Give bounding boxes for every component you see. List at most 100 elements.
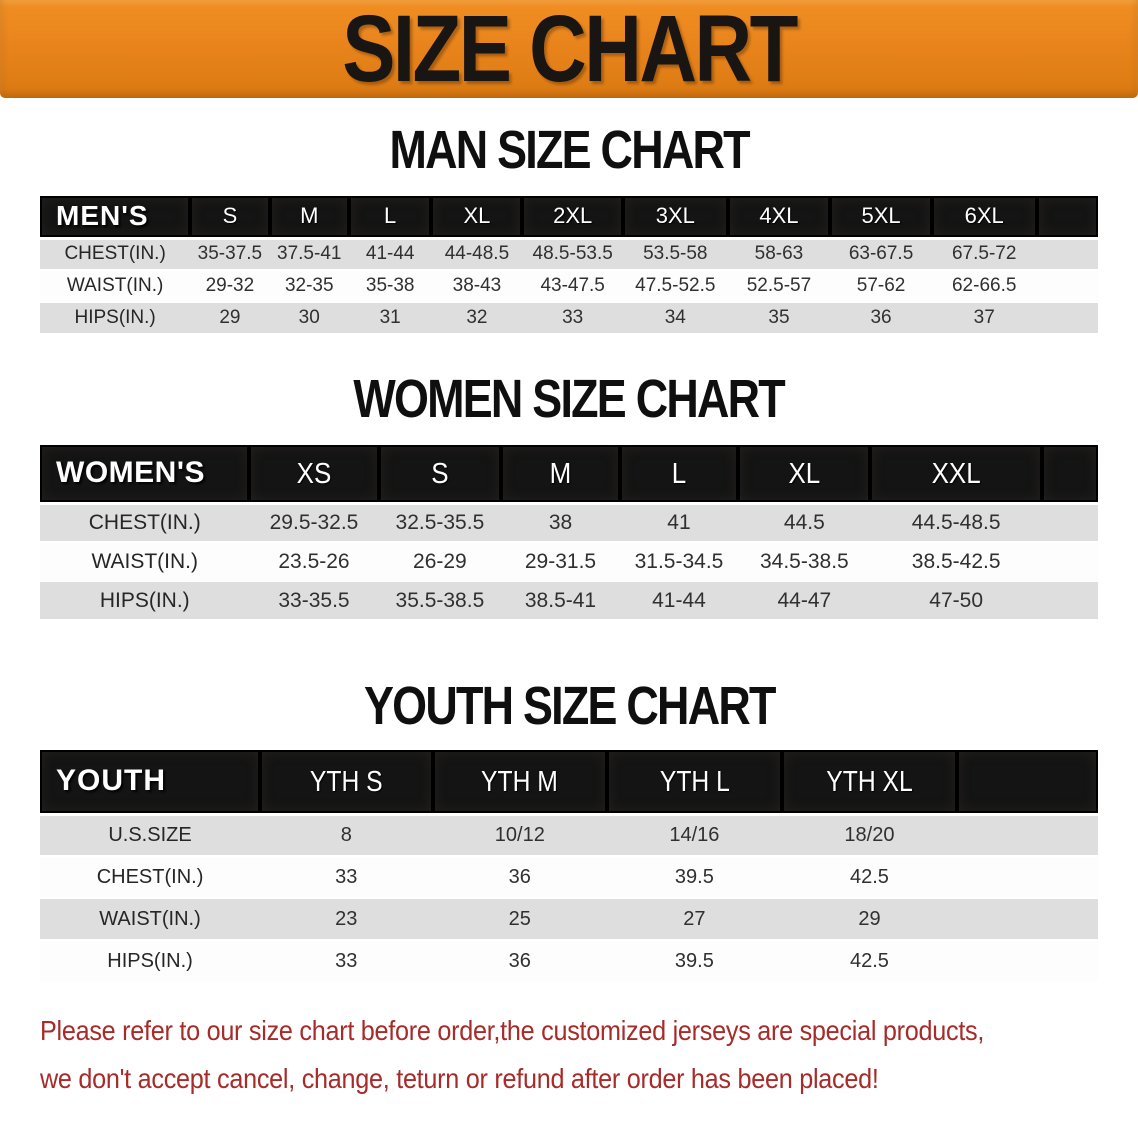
size-value-cell: 44.5 <box>738 503 871 543</box>
disclaimer-line-1: Please refer to our size chart before or… <box>40 1015 985 1046</box>
size-value-cell: 27 <box>607 898 782 941</box>
size-value-cell: 38 <box>501 503 620 543</box>
size-column-header: S <box>378 445 502 505</box>
size-value-cell: 44.5-48.5 <box>870 503 1042 543</box>
size-value-cell: 37 <box>931 302 1037 335</box>
filler-cell <box>1036 270 1098 303</box>
filler-cell <box>1036 302 1098 335</box>
size-column-header: YTH XL <box>781 750 958 816</box>
size-value-cell: 38.5-41 <box>501 581 620 621</box>
table-row: HIPS(IN.) 33-35.5 35.5-38.5 38.5-41 41-44 44-… <box>40 581 1098 621</box>
size-value-cell: 23.5-26 <box>249 542 379 582</box>
size-value-cell: 42.5 <box>781 856 958 899</box>
youth-heading-text: YOUTH SIZE CHART <box>363 674 776 736</box>
size-value-cell: 39.5 <box>607 940 782 983</box>
table-row: CHEST(IN.) 33 36 39.5 42.5 <box>40 856 1098 899</box>
size-column-header: M <box>269 196 349 240</box>
filler-cell <box>1036 196 1098 240</box>
women-heading-text: WOMEN SIZE CHART <box>353 367 786 429</box>
size-value-cell: 33 <box>260 856 433 899</box>
womens-size-table: WOMEN'S XS S M L XL XXL CHEST(IN.) 29.5-32.5 32.5… <box>40 445 1098 621</box>
size-value-cell: 14/16 <box>607 814 782 857</box>
size-value-cell: 32 <box>431 302 523 335</box>
youth-size-chart-heading: YOUTH SIZE CHART <box>0 675 1138 735</box>
table-group-label: MEN'S <box>40 196 191 240</box>
table-group-label: YOUTH <box>40 750 261 816</box>
size-value-cell: 63-67.5 <box>830 238 932 271</box>
size-value-cell: 8 <box>260 814 433 857</box>
size-value-cell: 36 <box>830 302 932 335</box>
size-value-cell: 25 <box>432 898 608 941</box>
filler-cell <box>1041 581 1098 621</box>
size-value-cell: 48.5-53.5 <box>522 238 623 271</box>
measurement-label: CHEST(IN.) <box>40 856 261 899</box>
size-value-cell: 37.5-41 <box>269 238 349 271</box>
table-group-label: WOMEN'S <box>40 445 250 505</box>
size-column-header: XXL <box>870 445 1042 505</box>
men-heading-text: MAN SIZE CHART <box>389 118 750 180</box>
size-value-cell: 31 <box>348 302 432 335</box>
filler-cell <box>957 940 1098 983</box>
disclaimer-line-2: we don't accept cancel, change, teturn o… <box>40 1063 879 1094</box>
filler-cell <box>1041 542 1098 582</box>
size-column-header: YTH S <box>260 750 433 816</box>
size-column-header: 3XL <box>622 196 728 240</box>
size-value-cell: 42.5 <box>781 940 958 983</box>
table-row: WAIST(IN.) 23 25 27 29 <box>40 898 1098 941</box>
size-value-cell: 44-47 <box>738 581 871 621</box>
size-value-cell: 53.5-58 <box>622 238 728 271</box>
table-row: CHEST(IN.) 29.5-32.5 32.5-35.5 38 41 44.5 44.5… <box>40 503 1098 543</box>
size-value-cell: 32-35 <box>269 270 349 303</box>
table-row: U.S.SIZE 8 10/12 14/16 18/20 <box>40 814 1098 857</box>
size-value-cell: 29 <box>781 898 958 941</box>
size-value-cell: 41 <box>619 503 739 543</box>
size-value-cell: 29-31.5 <box>501 542 620 582</box>
disclaimer: Please refer to our size chart before or… <box>40 1007 1138 1103</box>
measurement-label: HIPS(IN.) <box>40 581 250 621</box>
measurement-label: HIPS(IN.) <box>40 302 191 335</box>
size-value-cell: 52.5-57 <box>727 270 831 303</box>
size-chart-banner: SIZE CHART <box>0 0 1138 98</box>
size-value-cell: 35 <box>727 302 831 335</box>
size-column-header: XS <box>249 445 379 505</box>
measurement-label: WAIST(IN.) <box>40 898 261 941</box>
size-value-cell: 44-48.5 <box>431 238 523 271</box>
size-column-header: M <box>501 445 620 505</box>
filler-cell <box>957 856 1098 899</box>
size-value-cell: 30 <box>269 302 349 335</box>
size-value-cell: 34 <box>622 302 728 335</box>
size-value-cell: 36 <box>432 940 608 983</box>
table-row: HIPS(IN.) 29 30 31 32 33 34 35 36 37 <box>40 302 1098 335</box>
youth-size-table: YOUTH YTH S YTH M YTH L YTH XL U.S.SIZE 8 10/12… <box>40 750 1098 983</box>
size-value-cell: 58-63 <box>727 238 831 271</box>
size-value-cell: 36 <box>432 856 608 899</box>
size-column-header: L <box>619 445 739 505</box>
size-column-header: 2XL <box>522 196 623 240</box>
size-value-cell: 35.5-38.5 <box>378 581 502 621</box>
size-value-cell: 47-50 <box>870 581 1042 621</box>
women-size-chart-heading: WOMEN SIZE CHART <box>0 368 1138 428</box>
size-column-header: 5XL <box>830 196 932 240</box>
size-column-header: YTH L <box>607 750 782 816</box>
size-value-cell: 29 <box>190 302 270 335</box>
size-value-cell: 38.5-42.5 <box>870 542 1042 582</box>
size-value-cell: 57-62 <box>830 270 932 303</box>
size-value-cell: 33 <box>260 940 433 983</box>
size-column-header: S <box>190 196 270 240</box>
table-row: HIPS(IN.) 33 36 39.5 42.5 <box>40 940 1098 983</box>
size-value-cell: 43-47.5 <box>522 270 623 303</box>
size-value-cell: 34.5-38.5 <box>738 542 871 582</box>
filler-cell <box>1036 238 1098 271</box>
size-value-cell: 29.5-32.5 <box>249 503 379 543</box>
size-value-cell: 38-43 <box>431 270 523 303</box>
size-value-cell: 18/20 <box>781 814 958 857</box>
measurement-label: U.S.SIZE <box>40 814 261 857</box>
size-value-cell: 47.5-52.5 <box>622 270 728 303</box>
size-value-cell: 10/12 <box>432 814 608 857</box>
mens-size-table: MEN'S S M L XL 2XL 3XL 4XL 5XL 6XL CHEST(IN.) 35-37… <box>40 196 1098 335</box>
size-value-cell: 26-29 <box>378 542 502 582</box>
filler-cell <box>957 898 1098 941</box>
size-column-header: L <box>348 196 432 240</box>
size-value-cell: 41-44 <box>619 581 739 621</box>
table-row: WAIST(IN.) 29-32 32-35 35-38 38-43 43-47.5 47.… <box>40 270 1098 303</box>
